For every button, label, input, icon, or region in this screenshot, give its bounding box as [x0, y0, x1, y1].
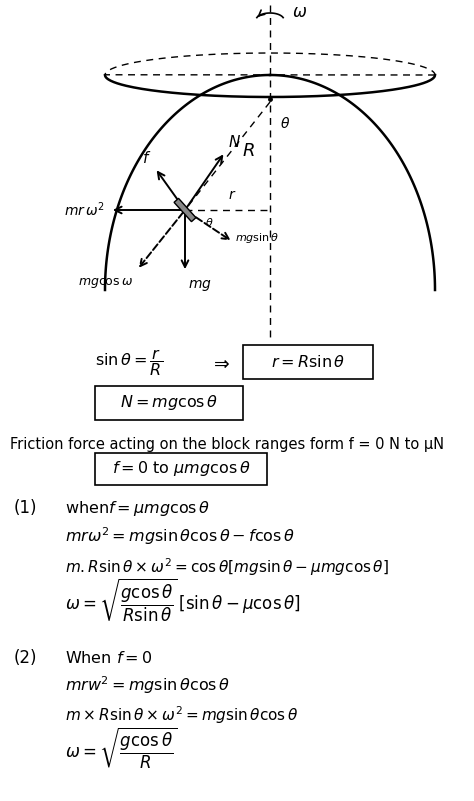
- Text: (1): (1): [14, 499, 37, 517]
- Text: $N$: $N$: [228, 134, 241, 150]
- Text: $\omega = \sqrt{\dfrac{g\cos\theta}{R\sin\theta}}\,[\sin\theta - \mu\cos\theta]$: $\omega = \sqrt{\dfrac{g\cos\theta}{R\si…: [65, 576, 301, 624]
- Bar: [95, 386, 243, 420]
- Text: $f$: $f$: [142, 150, 151, 166]
- Text: $mr\omega^2 = mg\sin\theta\cos\theta - f\cos\theta$: $mr\omega^2 = mg\sin\theta\cos\theta - f…: [65, 525, 295, 547]
- Text: $\theta$: $\theta$: [280, 116, 290, 131]
- Text: $m.R\sin\theta \times \omega^2 = \cos\theta[mg\sin\theta - \mu mg\cos\theta]$: $m.R\sin\theta \times \omega^2 = \cos\th…: [65, 556, 389, 578]
- Text: $R$: $R$: [243, 142, 255, 160]
- Text: Friction force acting on the block ranges form f = 0 N to μN: Friction force acting on the block range…: [10, 437, 444, 453]
- Text: $mg$: $mg$: [188, 278, 212, 293]
- Text: $f = 0$ to $\mu mg\cos\theta$: $f = 0$ to $\mu mg\cos\theta$: [112, 460, 250, 478]
- Text: $\Rightarrow$: $\Rightarrow$: [210, 353, 230, 372]
- Polygon shape: [174, 199, 196, 222]
- Text: $mrw^2 = mg\sin\theta\cos\theta$: $mrw^2 = mg\sin\theta\cos\theta$: [65, 674, 230, 696]
- Bar: [243, 345, 373, 379]
- Text: $mg\sin\theta$: $mg\sin\theta$: [235, 231, 279, 245]
- Text: $m \times R\sin\theta \times \omega^2 = mg\sin\theta\cos\theta$: $m \times R\sin\theta \times \omega^2 = …: [65, 704, 299, 726]
- Text: (2): (2): [14, 649, 37, 667]
- Text: $mg\cos\omega$: $mg\cos\omega$: [78, 276, 133, 290]
- Text: when$f = \mu mg\cos\theta$: when$f = \mu mg\cos\theta$: [65, 498, 210, 517]
- Text: $mr\,\omega^2$: $mr\,\omega^2$: [64, 201, 105, 219]
- Text: $\theta$: $\theta$: [205, 216, 214, 228]
- Text: When $f = 0$: When $f = 0$: [65, 650, 152, 666]
- Text: $\sin\theta = \dfrac{r}{R}$: $\sin\theta = \dfrac{r}{R}$: [95, 348, 163, 379]
- Text: $r = R\sin\theta$: $r = R\sin\theta$: [271, 354, 345, 370]
- Text: $\omega = \sqrt{\dfrac{g\cos\theta}{R}}$: $\omega = \sqrt{\dfrac{g\cos\theta}{R}}$: [65, 725, 177, 771]
- Text: $r$: $r$: [228, 188, 237, 202]
- Bar: [95, 453, 267, 485]
- Text: $N = mg\cos\theta$: $N = mg\cos\theta$: [120, 393, 218, 413]
- Text: $\omega$: $\omega$: [292, 3, 307, 21]
